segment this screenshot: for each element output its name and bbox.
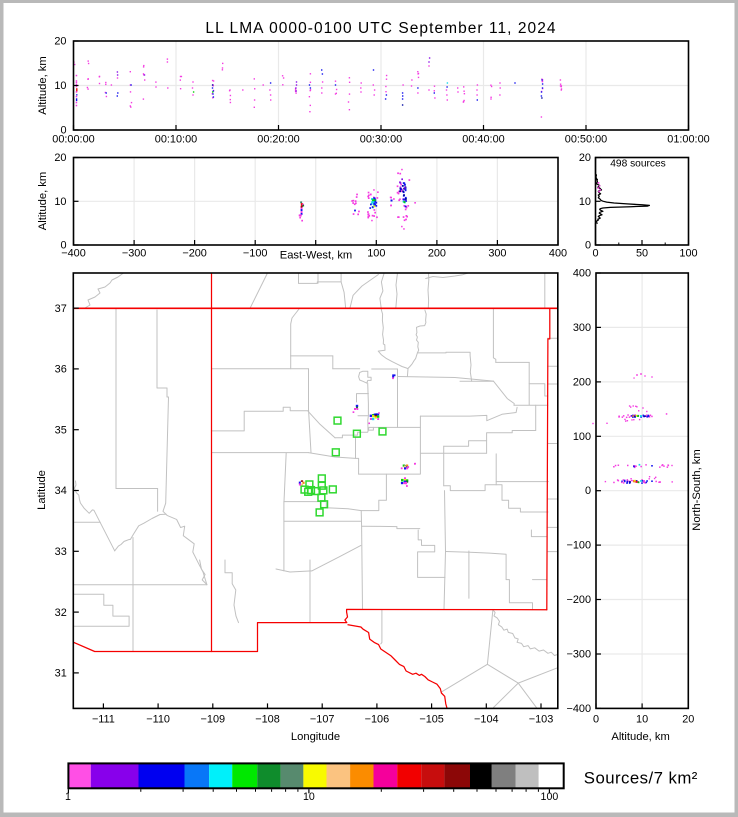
svg-text:−107: −107 xyxy=(310,713,335,725)
svg-text:North-South, km: North-South, km xyxy=(691,449,703,530)
svg-text:East-West, km: East-West, km xyxy=(280,250,353,262)
svg-text:36: 36 xyxy=(55,364,67,376)
svg-text:−200: −200 xyxy=(566,594,591,606)
svg-text:−108: −108 xyxy=(255,713,280,725)
svg-text:−100: −100 xyxy=(243,248,268,260)
svg-text:0: 0 xyxy=(585,485,591,497)
svg-text:0: 0 xyxy=(592,248,598,260)
svg-text:LL LMA 0000-0100 UTC September: LL LMA 0000-0100 UTC September 11, 2024 xyxy=(205,20,556,37)
svg-text:10: 10 xyxy=(636,713,648,725)
svg-text:498 sources: 498 sources xyxy=(610,159,666,170)
svg-text:300: 300 xyxy=(573,322,591,334)
svg-text:0: 0 xyxy=(585,240,591,252)
svg-text:Sources/7 km²: Sources/7 km² xyxy=(584,769,698,788)
svg-text:−300: −300 xyxy=(122,248,147,260)
svg-text:33: 33 xyxy=(55,546,67,558)
svg-text:10: 10 xyxy=(303,791,315,803)
svg-text:100: 100 xyxy=(679,248,697,260)
svg-text:34: 34 xyxy=(55,485,67,497)
svg-text:−400: −400 xyxy=(566,703,591,715)
svg-text:00:10:00: 00:10:00 xyxy=(155,133,197,145)
svg-text:10: 10 xyxy=(54,196,66,208)
svg-text:31: 31 xyxy=(55,668,67,680)
svg-text:Latitude: Latitude xyxy=(36,470,48,510)
svg-text:Altitude, km: Altitude, km xyxy=(611,731,669,743)
svg-text:−105: −105 xyxy=(419,713,444,725)
svg-text:Altitude, km: Altitude, km xyxy=(37,56,49,114)
svg-text:100: 100 xyxy=(541,791,559,803)
svg-text:400: 400 xyxy=(549,248,567,260)
svg-text:−109: −109 xyxy=(201,713,226,725)
svg-text:20: 20 xyxy=(682,713,694,725)
svg-text:300: 300 xyxy=(488,248,506,260)
svg-text:00:20:00: 00:20:00 xyxy=(257,133,299,145)
svg-text:−111: −111 xyxy=(92,713,115,725)
svg-text:−110: −110 xyxy=(146,713,170,725)
svg-text:20: 20 xyxy=(54,36,66,48)
svg-text:200: 200 xyxy=(573,376,591,388)
svg-text:35: 35 xyxy=(55,424,67,436)
svg-text:Altitude, km: Altitude, km xyxy=(37,172,49,230)
svg-text:0: 0 xyxy=(60,125,66,137)
svg-text:−200: −200 xyxy=(182,248,207,260)
svg-text:−104: −104 xyxy=(474,713,499,725)
svg-text:10: 10 xyxy=(579,196,591,208)
svg-text:0: 0 xyxy=(593,713,599,725)
svg-text:01:00:00: 01:00:00 xyxy=(667,133,709,145)
svg-text:37: 37 xyxy=(55,303,67,315)
svg-text:200: 200 xyxy=(428,248,446,260)
svg-text:−103: −103 xyxy=(529,713,554,725)
svg-text:−400: −400 xyxy=(61,248,86,260)
svg-text:Longitude: Longitude xyxy=(291,731,340,743)
svg-text:32: 32 xyxy=(55,607,67,619)
svg-text:00:00:00: 00:00:00 xyxy=(52,133,94,145)
svg-text:00:50:00: 00:50:00 xyxy=(565,133,607,145)
svg-text:10: 10 xyxy=(54,80,66,92)
svg-text:400: 400 xyxy=(573,268,591,280)
svg-text:20: 20 xyxy=(54,152,66,164)
svg-text:0: 0 xyxy=(60,240,66,252)
svg-text:00:30:00: 00:30:00 xyxy=(360,133,402,145)
svg-text:20: 20 xyxy=(579,152,591,164)
svg-text:00:40:00: 00:40:00 xyxy=(462,133,504,145)
svg-text:50: 50 xyxy=(636,248,648,260)
svg-text:100: 100 xyxy=(367,248,385,260)
svg-text:−100: −100 xyxy=(566,540,591,552)
svg-text:100: 100 xyxy=(573,431,591,443)
svg-text:−106: −106 xyxy=(365,713,390,725)
svg-text:1: 1 xyxy=(65,791,71,803)
svg-text:−300: −300 xyxy=(566,649,591,661)
